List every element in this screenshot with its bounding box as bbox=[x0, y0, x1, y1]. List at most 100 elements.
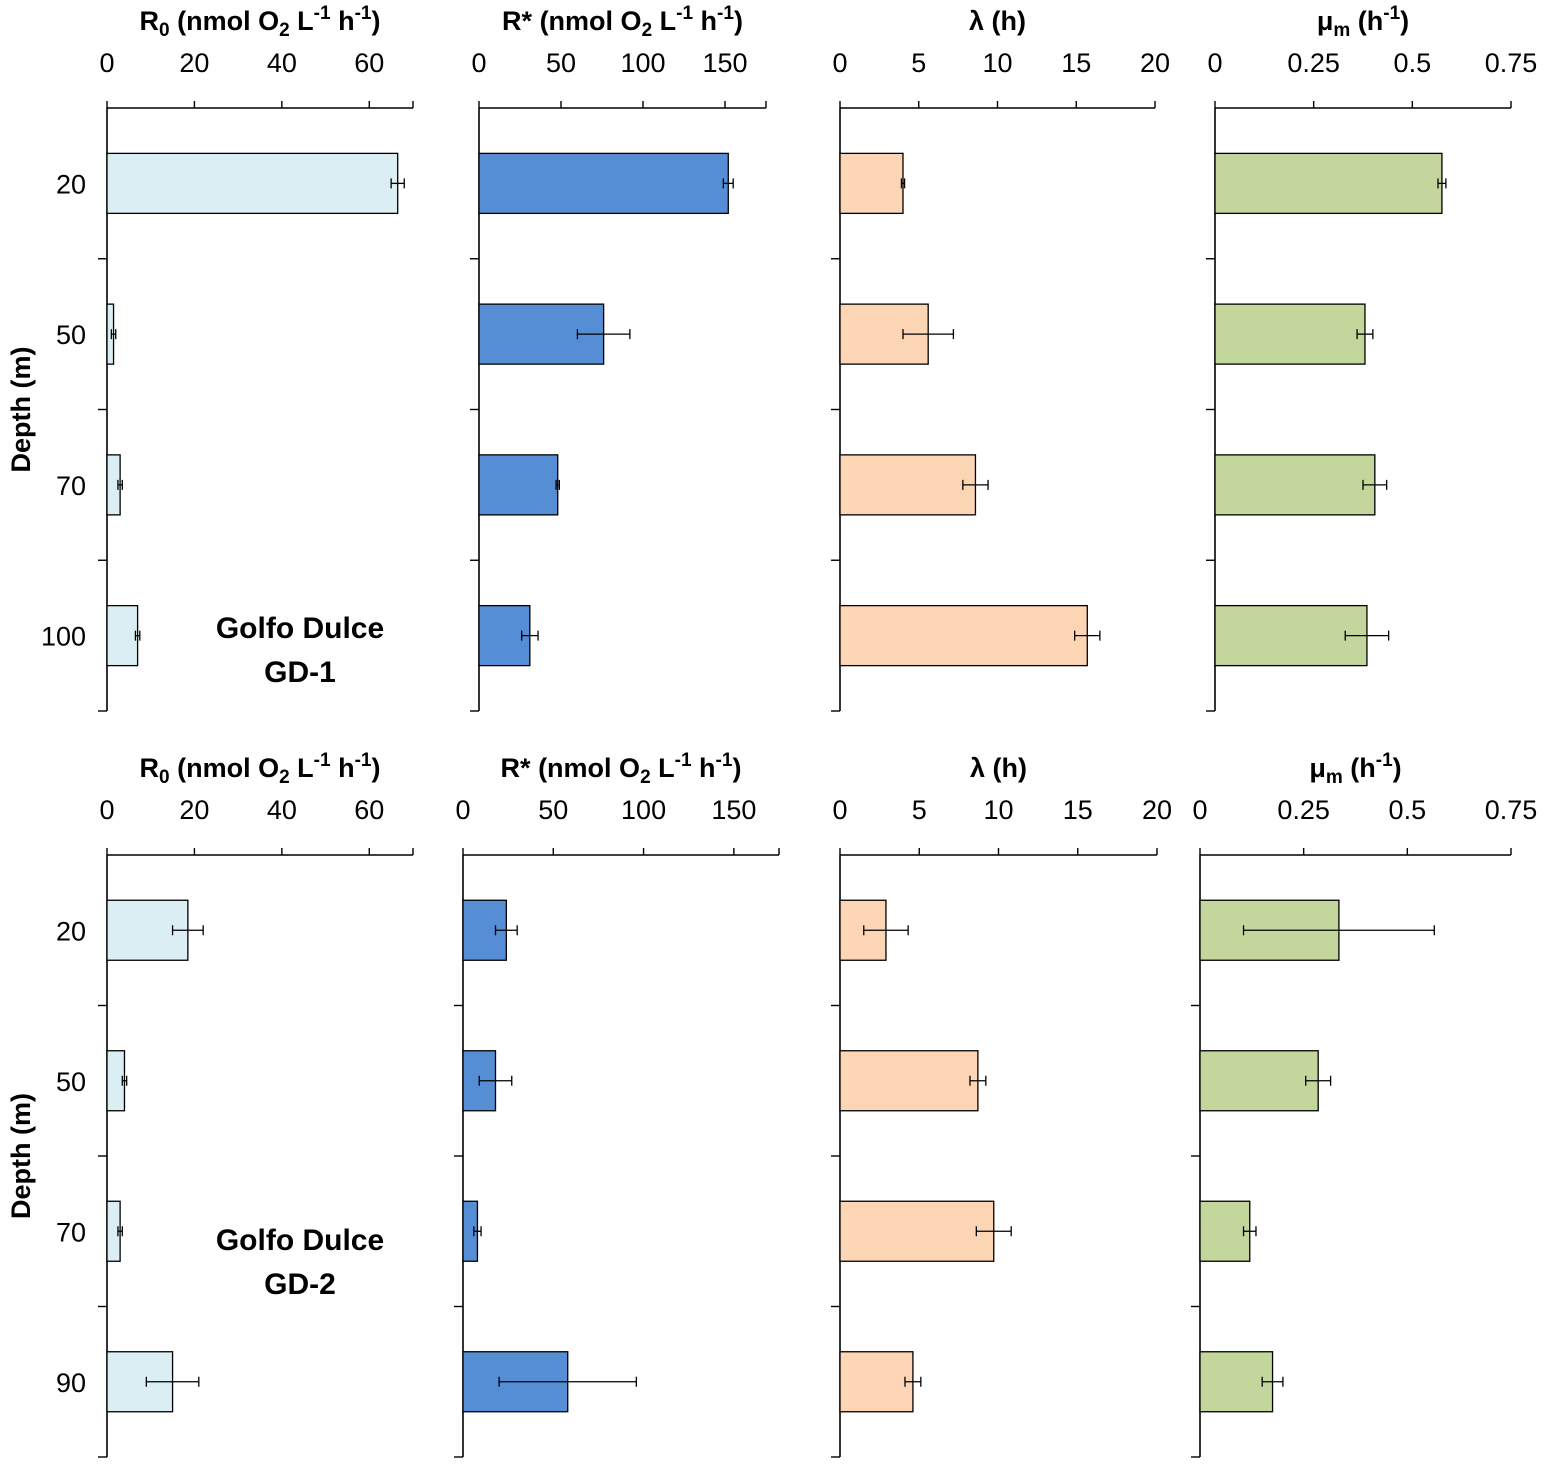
x-tick-label: 20 bbox=[179, 795, 209, 825]
bar-70 bbox=[478, 454, 559, 516]
panel-r0: R0 (nmol O2 L-1 h-1) 0 20 40 60 20 50 70 100 bbox=[41, 3, 414, 712]
x-tick-label: 0.25 bbox=[1277, 795, 1330, 825]
y-tick-label: 70 bbox=[56, 471, 86, 501]
x-tick-label: 0 bbox=[99, 795, 114, 825]
panel-title: λ (h) bbox=[970, 753, 1027, 783]
bar-100 bbox=[1214, 604, 1368, 667]
panel-title: R* (nmol O2 L-1 h-1) bbox=[502, 3, 743, 41]
bar-20 bbox=[106, 152, 399, 215]
y-tick-label: 20 bbox=[56, 916, 86, 946]
x-tick-label: 0 bbox=[99, 48, 114, 78]
x-tick-label: 60 bbox=[354, 795, 384, 825]
error-bar-50 bbox=[902, 329, 955, 340]
bar-50 bbox=[839, 1050, 979, 1112]
x-tick-label: 150 bbox=[711, 795, 756, 825]
error-bar-90 bbox=[145, 1376, 200, 1387]
error-bar-100 bbox=[134, 630, 141, 641]
error-bar-20 bbox=[390, 178, 405, 189]
panel-r0: R0 (nmol O2 L-1 h-1) 0 20 40 60 20 50 70 90 bbox=[56, 750, 414, 1458]
x-tick-label: 0.75 bbox=[1485, 795, 1538, 825]
x-tick-label: 60 bbox=[354, 48, 384, 78]
bar-90 bbox=[1199, 1351, 1274, 1413]
x-tick-label: 5 bbox=[912, 795, 927, 825]
error-bar-50 bbox=[1305, 1075, 1332, 1086]
site-label-line2: GD-2 bbox=[264, 1268, 336, 1301]
x-tick-label: 10 bbox=[982, 48, 1012, 78]
y-axis-label: Depth (m) bbox=[6, 1093, 36, 1219]
bar-100 bbox=[106, 604, 139, 667]
x-tick-label: 20 bbox=[1140, 48, 1170, 78]
y-tick-label: 70 bbox=[56, 1217, 86, 1247]
error-bar-50 bbox=[576, 329, 631, 340]
x-tick-label: 15 bbox=[1063, 795, 1093, 825]
bar-20 bbox=[839, 152, 904, 215]
error-bar-20 bbox=[171, 925, 204, 936]
error-bar-70 bbox=[555, 479, 561, 490]
x-tick-label: 0 bbox=[832, 795, 847, 825]
chart-gd-1: Depth (m)R0 (nmol O2 L-1 h-1)0 20 40 602050… bbox=[6, 3, 1538, 712]
error-bar-50 bbox=[121, 1075, 128, 1086]
panel-title: R* (nmol O2 L-1 h-1) bbox=[501, 750, 742, 788]
x-tick-label: 0 bbox=[455, 795, 470, 825]
error-bar-20 bbox=[863, 925, 909, 936]
error-bar-70 bbox=[1242, 1226, 1257, 1237]
error-bar-20 bbox=[722, 178, 734, 189]
x-tick-label: 40 bbox=[267, 795, 297, 825]
bar-20 bbox=[1214, 152, 1443, 215]
error-bar-90 bbox=[904, 1376, 922, 1387]
error-bar-100 bbox=[1344, 630, 1390, 641]
error-bar-70 bbox=[1362, 479, 1388, 490]
error-bar-100 bbox=[520, 630, 539, 641]
panel-lambda: λ (h) 0 5 10 15 20 bbox=[831, 6, 1170, 712]
x-tick-label: 0.25 bbox=[1287, 48, 1340, 78]
x-tick-label: 5 bbox=[911, 48, 926, 78]
y-tick-label: 50 bbox=[56, 1067, 86, 1097]
site-label-line1: Golfo Dulce bbox=[216, 1224, 384, 1257]
y-tick-label: 100 bbox=[41, 622, 86, 652]
x-tick-label: 0 bbox=[1192, 795, 1207, 825]
x-tick-label: 0 bbox=[832, 48, 847, 78]
x-tick-label: 0 bbox=[471, 48, 486, 78]
x-tick-label: 20 bbox=[1142, 795, 1172, 825]
x-tick-label: 0.75 bbox=[1485, 48, 1538, 78]
error-bar-70 bbox=[962, 479, 989, 490]
error-bar-50 bbox=[478, 1075, 513, 1086]
panel-rstar: R* (nmol O2 L-1 h-1) 0 50 100 150 bbox=[470, 3, 767, 712]
bar-20 bbox=[478, 152, 729, 215]
error-bar-20 bbox=[900, 178, 906, 189]
error-bar-20 bbox=[1437, 178, 1447, 189]
x-tick-label: 10 bbox=[983, 795, 1013, 825]
error-bar-70 bbox=[117, 479, 123, 490]
panel-title: λ (h) bbox=[969, 6, 1026, 36]
bar-70 bbox=[839, 1200, 995, 1262]
y-tick-label: 20 bbox=[56, 169, 86, 199]
error-bar-100 bbox=[1074, 630, 1101, 641]
x-tick-label: 50 bbox=[538, 795, 568, 825]
panel-title: μm (h-1) bbox=[1309, 750, 1401, 788]
x-tick-label: 20 bbox=[179, 48, 209, 78]
x-tick-label: 40 bbox=[267, 48, 297, 78]
y-tick-label: 90 bbox=[56, 1368, 86, 1398]
bar-50 bbox=[1199, 1050, 1319, 1112]
x-tick-label: 0.5 bbox=[1389, 795, 1427, 825]
bar-70 bbox=[1214, 454, 1376, 516]
error-bar-20 bbox=[1242, 925, 1435, 936]
panel-lambda: λ (h) 0 5 10 15 20 bbox=[831, 753, 1172, 1458]
error-bar-90 bbox=[1261, 1376, 1284, 1387]
panel-mu: μm (h-1) 0 0.25 0.5 0.75 bbox=[1206, 3, 1538, 712]
panel-mu: μm (h-1) 0 0.25 0.5 0.75 bbox=[1191, 750, 1538, 1458]
site-label-line1: Golfo Dulce bbox=[216, 612, 384, 645]
bar-90 bbox=[839, 1351, 914, 1413]
panel-rstar: R* (nmol O2 L-1 h-1) 0 50 100 150 bbox=[454, 750, 780, 1458]
panel-title: R0 (nmol O2 L-1 h-1) bbox=[140, 3, 381, 41]
bar-70 bbox=[839, 454, 977, 516]
panel-title: μm (h-1) bbox=[1317, 3, 1409, 41]
error-bar-70 bbox=[975, 1226, 1012, 1237]
bar-70 bbox=[1199, 1200, 1251, 1262]
error-bar-70 bbox=[117, 1226, 123, 1237]
bar-50 bbox=[1214, 303, 1366, 365]
bar-50 bbox=[478, 303, 605, 365]
x-tick-label: 150 bbox=[702, 48, 747, 78]
error-bar-50 bbox=[1356, 329, 1374, 340]
error-bar-70 bbox=[473, 1226, 482, 1237]
